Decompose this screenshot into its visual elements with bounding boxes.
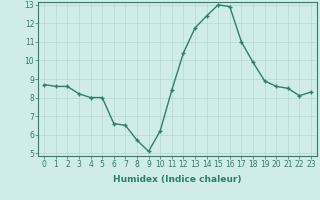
X-axis label: Humidex (Indice chaleur): Humidex (Indice chaleur) [113, 175, 242, 184]
